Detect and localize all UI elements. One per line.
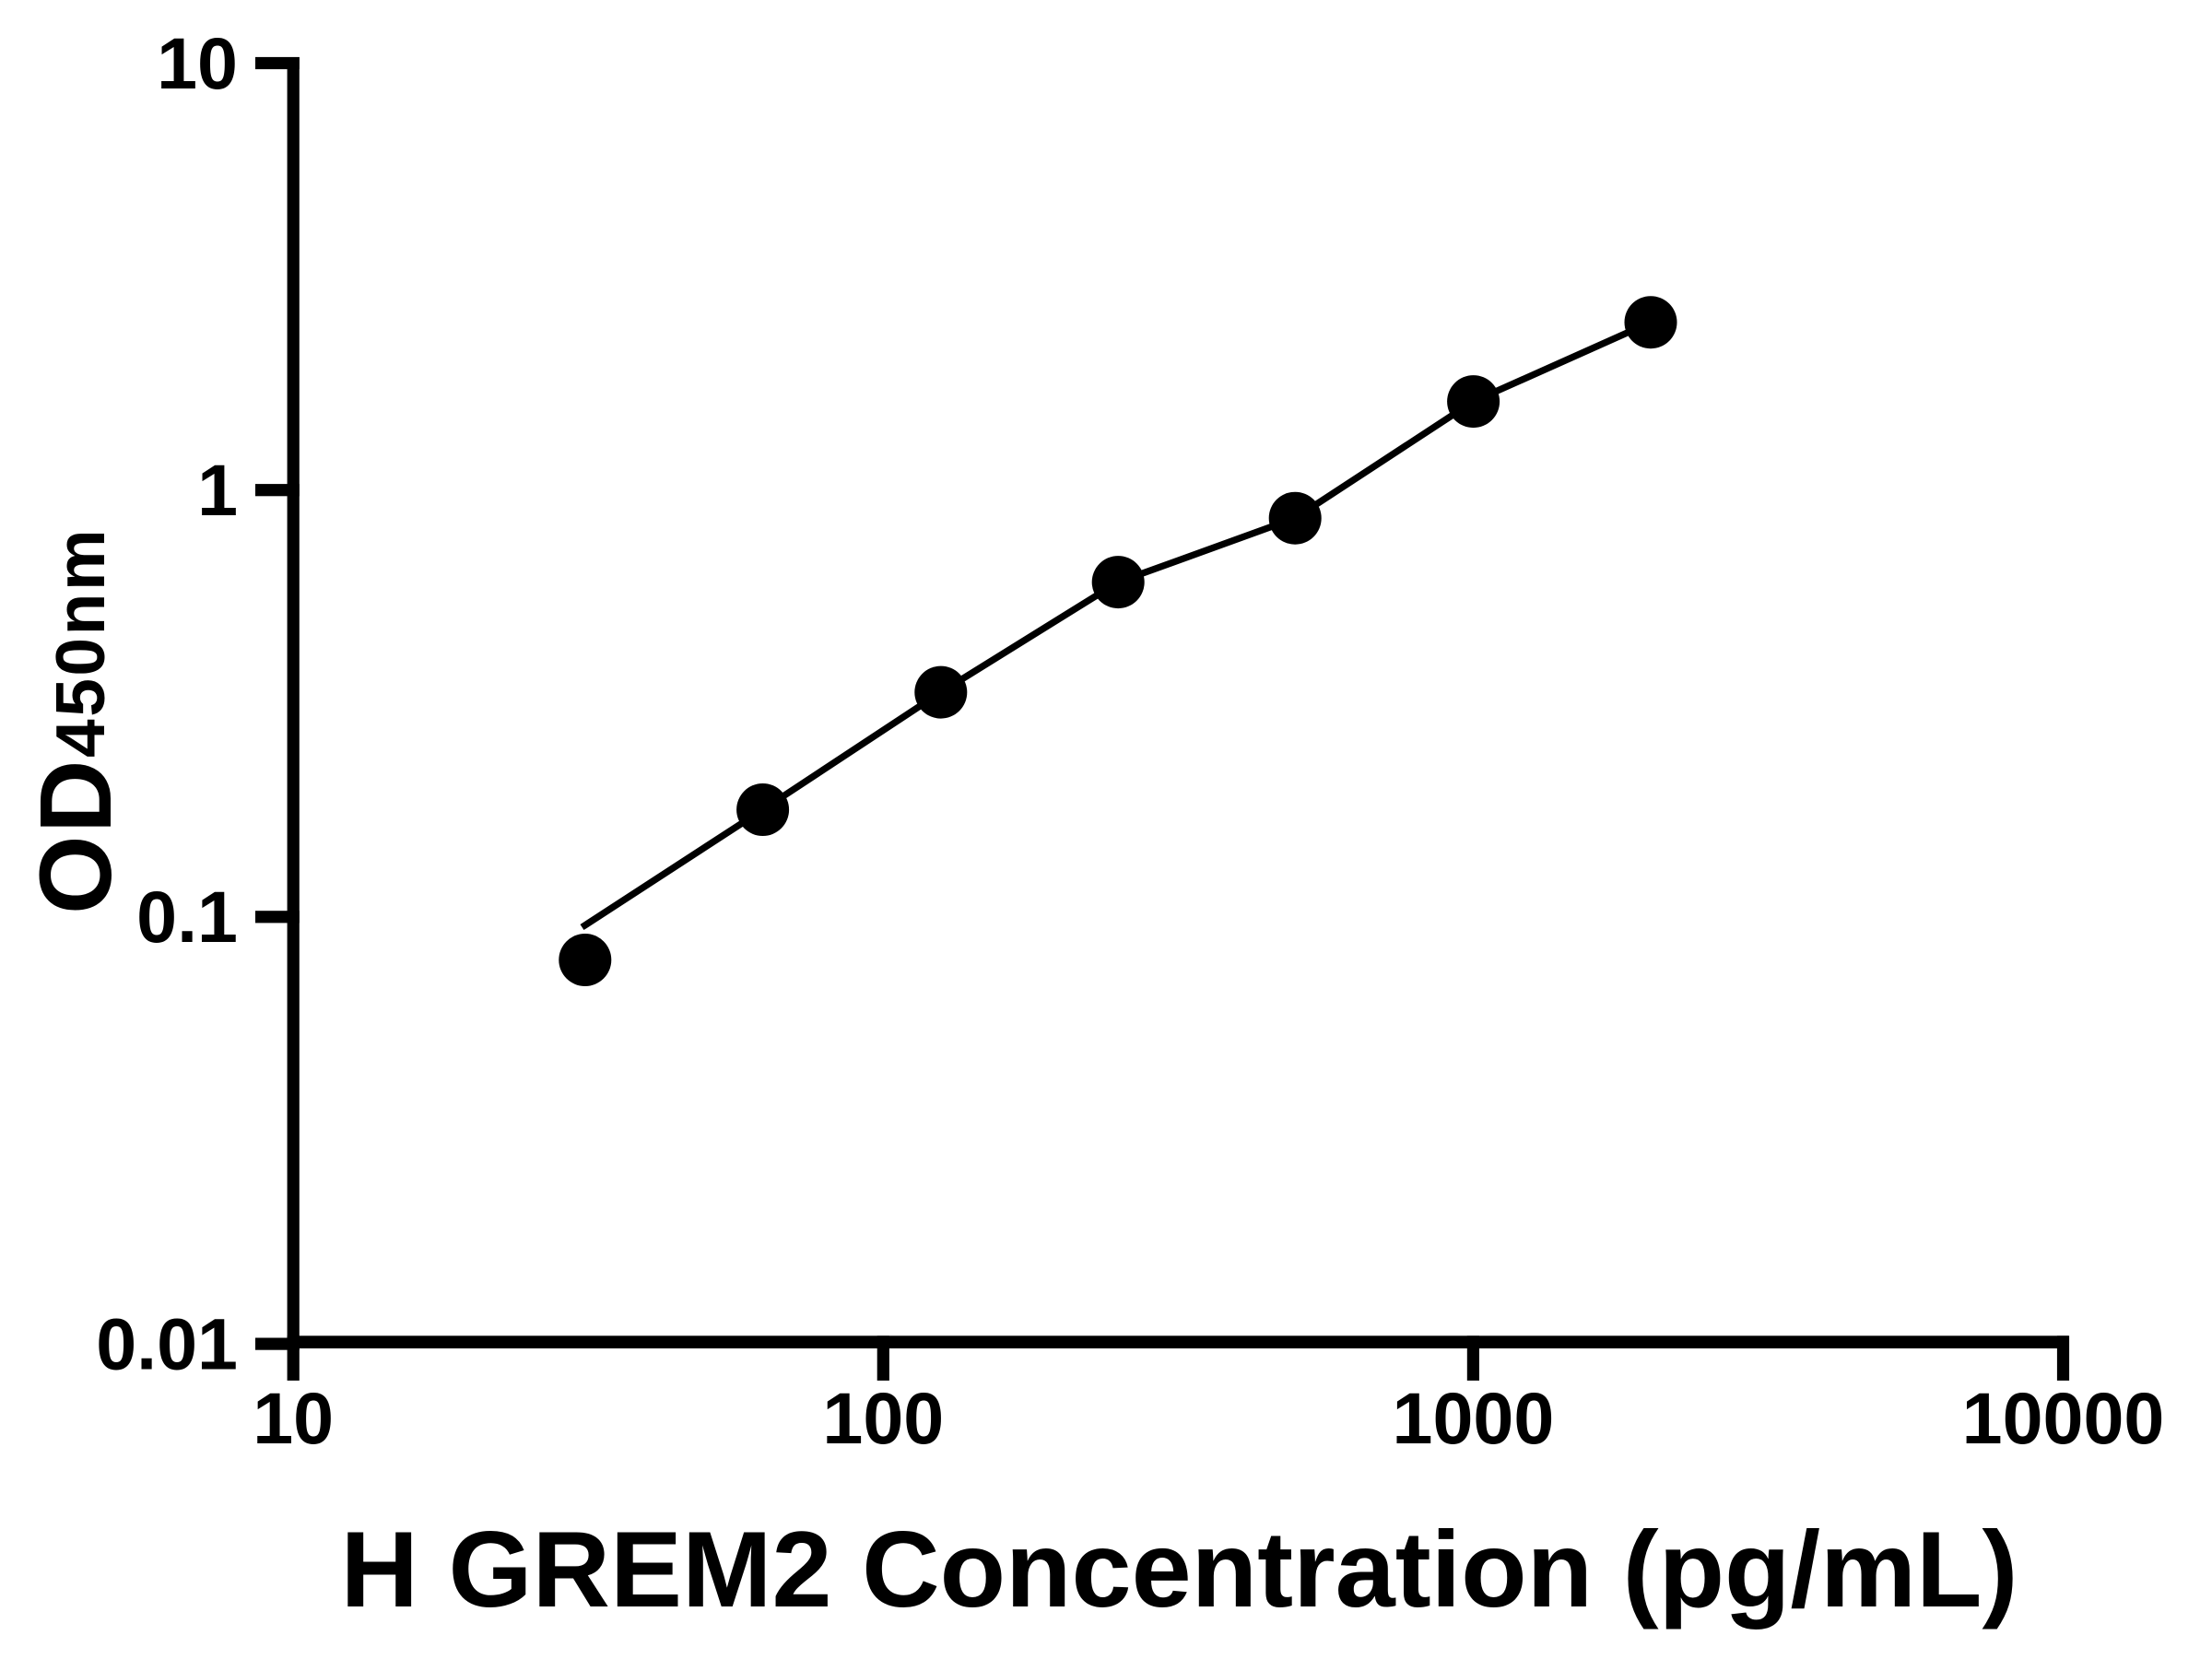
svg-text:10: 10 xyxy=(157,22,238,104)
svg-text:H GREM2 Concentration (pg/mL): H GREM2 Concentration (pg/mL) xyxy=(341,1509,2018,1630)
svg-text:0.01: 0.01 xyxy=(96,1303,238,1385)
svg-text:10000: 10000 xyxy=(1962,1377,2165,1459)
svg-text:100: 100 xyxy=(822,1377,944,1459)
svg-text:0.1: 0.1 xyxy=(136,876,238,958)
svg-text:10: 10 xyxy=(253,1377,334,1459)
svg-text:1000: 1000 xyxy=(1393,1377,1555,1459)
svg-text:1: 1 xyxy=(197,449,238,531)
svg-text:OD450nm: OD450nm xyxy=(19,527,133,914)
